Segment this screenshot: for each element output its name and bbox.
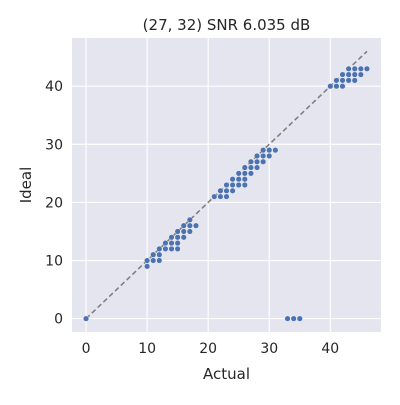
- data-point: [241, 181, 248, 188]
- data-point: [284, 315, 291, 322]
- x-tick-label: 20: [199, 341, 217, 357]
- y-tick-label: 10: [45, 254, 63, 270]
- data-point: [162, 240, 169, 247]
- data-point: [180, 228, 187, 235]
- data-point: [247, 158, 254, 165]
- data-point: [247, 164, 254, 171]
- data-point: [223, 181, 230, 188]
- y-tick-label: 40: [45, 79, 63, 95]
- data-point: [186, 216, 193, 223]
- data-point: [217, 187, 224, 194]
- data-point: [345, 77, 352, 84]
- data-point: [339, 83, 346, 90]
- data-point: [162, 245, 169, 252]
- data-point: [357, 65, 364, 72]
- x-axis-label: Actual: [203, 365, 250, 383]
- data-point: [168, 240, 175, 247]
- data-point: [156, 257, 163, 264]
- data-point: [266, 147, 273, 154]
- data-point: [247, 170, 254, 177]
- chart-title: (27, 32) SNR 6.035 dB: [143, 16, 311, 34]
- y-tick-label: 30: [45, 137, 63, 153]
- data-point: [241, 170, 248, 177]
- data-point: [363, 65, 370, 72]
- data-point: [186, 228, 193, 235]
- data-point: [174, 234, 181, 241]
- data-point: [235, 170, 242, 177]
- data-point: [345, 71, 352, 78]
- data-point: [260, 152, 267, 159]
- data-point: [254, 152, 261, 159]
- data-point: [144, 257, 151, 264]
- data-point: [241, 176, 248, 183]
- data-point: [333, 77, 340, 84]
- data-point: [339, 77, 346, 84]
- data-point: [351, 65, 358, 72]
- data-point: [351, 71, 358, 78]
- data-point: [150, 251, 157, 258]
- data-point: [327, 83, 334, 90]
- data-point: [217, 193, 224, 200]
- data-point: [168, 234, 175, 241]
- data-point: [174, 245, 181, 252]
- data-point: [235, 176, 242, 183]
- data-point: [186, 222, 193, 229]
- data-point: [272, 147, 279, 154]
- y-axis-ticks: 0 10 20 30 40: [45, 79, 63, 327]
- data-point: [180, 222, 187, 229]
- data-point: [235, 181, 242, 188]
- data-point: [260, 147, 267, 154]
- data-point: [156, 251, 163, 258]
- data-point: [150, 257, 157, 264]
- data-point: [211, 193, 218, 200]
- x-tick-label: 0: [82, 341, 91, 357]
- data-point: [290, 315, 297, 322]
- x-tick-label: 30: [260, 341, 278, 357]
- y-axis-label: Ideal: [17, 167, 35, 204]
- x-tick-label: 40: [321, 341, 339, 357]
- data-point: [168, 245, 175, 252]
- x-axis-ticks: 0 10 20 30 40: [82, 341, 340, 357]
- data-point: [260, 158, 267, 165]
- data-point: [254, 158, 261, 165]
- data-point: [174, 228, 181, 235]
- data-point: [351, 77, 358, 84]
- data-point: [144, 263, 151, 270]
- data-point: [223, 193, 230, 200]
- y-tick-label: 20: [45, 195, 63, 211]
- data-point: [254, 164, 261, 171]
- data-point: [241, 164, 248, 171]
- data-point: [229, 176, 236, 183]
- data-point: [333, 83, 340, 90]
- data-point: [357, 71, 364, 78]
- data-point: [345, 65, 352, 72]
- data-point: [174, 240, 181, 247]
- data-point: [296, 315, 303, 322]
- data-point: [339, 71, 346, 78]
- data-point: [83, 315, 90, 322]
- data-point: [192, 222, 199, 229]
- data-points: [83, 65, 370, 322]
- data-point: [180, 234, 187, 241]
- y-tick-label: 0: [54, 312, 63, 328]
- x-tick-label: 10: [138, 341, 156, 357]
- data-point: [266, 152, 273, 159]
- data-point: [223, 187, 230, 194]
- data-point: [229, 181, 236, 188]
- data-point: [229, 187, 236, 194]
- data-point: [156, 245, 163, 252]
